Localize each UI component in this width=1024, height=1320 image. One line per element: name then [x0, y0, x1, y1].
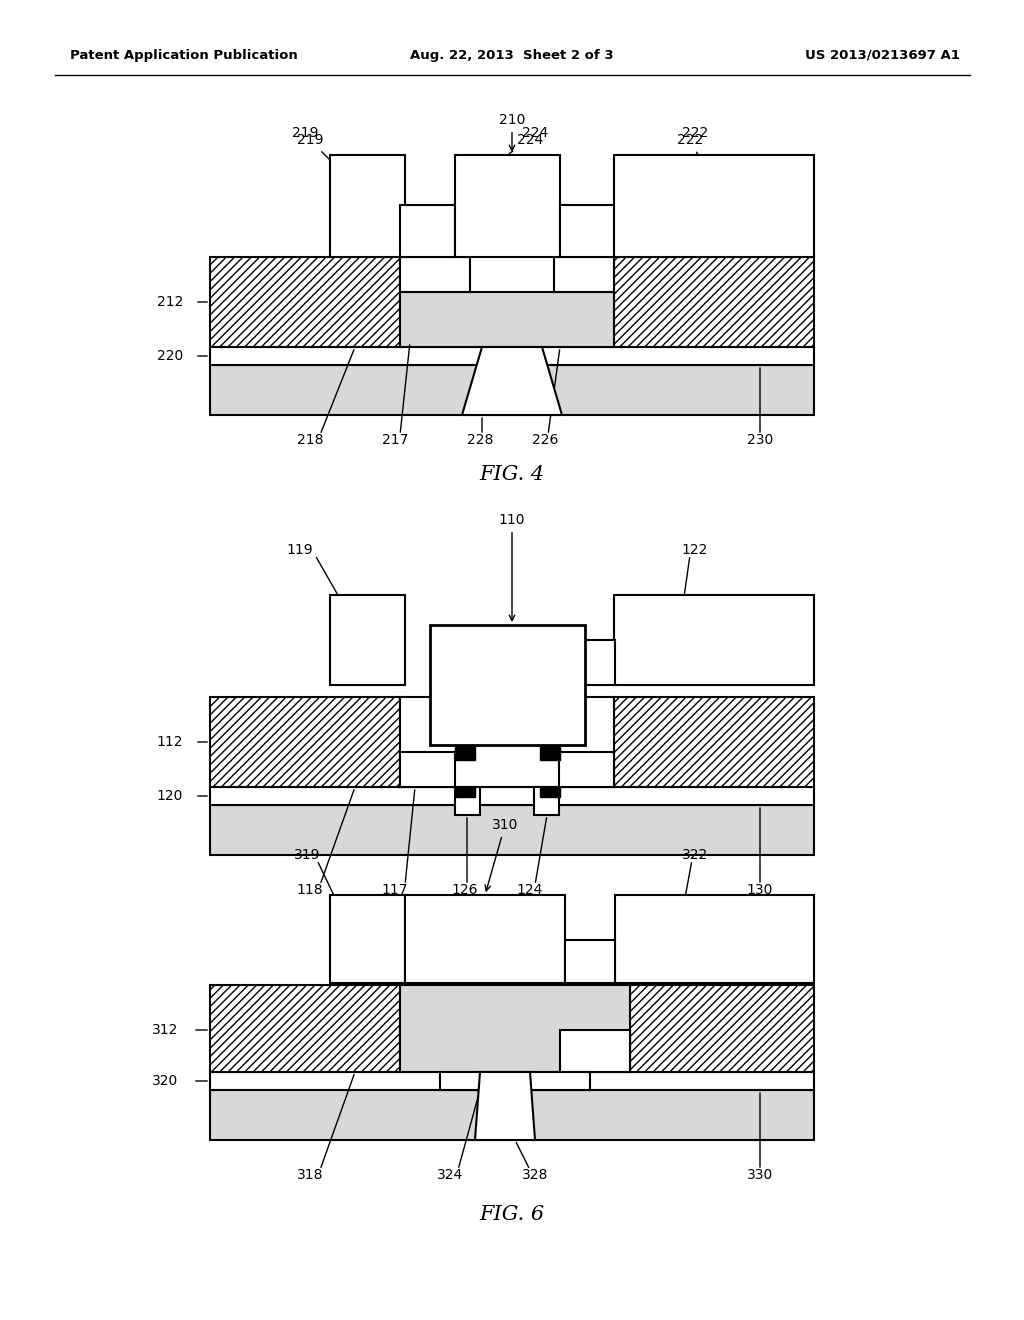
Bar — [210, 347, 814, 366]
Bar — [455, 744, 475, 760]
Bar — [554, 257, 614, 292]
Text: 228: 228 — [467, 433, 494, 447]
Bar — [210, 366, 814, 414]
Text: 324: 324 — [437, 1168, 463, 1181]
Text: 230: 230 — [746, 433, 773, 447]
Bar — [210, 805, 814, 855]
Bar — [330, 895, 406, 983]
Bar — [615, 895, 814, 983]
Bar — [455, 787, 480, 814]
Text: 219: 219 — [292, 125, 318, 140]
Text: 318: 318 — [297, 1168, 324, 1181]
Bar — [540, 744, 560, 760]
Bar — [210, 787, 814, 805]
Text: 224: 224 — [522, 125, 548, 140]
Bar — [559, 752, 614, 787]
Text: 130: 130 — [746, 883, 773, 898]
Bar — [560, 205, 615, 257]
Text: FIG. 4: FIG. 4 — [479, 466, 545, 484]
Bar — [534, 787, 559, 814]
Text: 220: 220 — [157, 348, 183, 363]
Text: 219: 219 — [297, 133, 353, 183]
Text: 312: 312 — [152, 1023, 178, 1038]
Bar — [440, 1072, 590, 1090]
Bar — [330, 595, 406, 685]
Bar — [400, 257, 470, 292]
Bar — [400, 697, 614, 787]
Text: FIG. 5: FIG. 5 — [479, 920, 545, 940]
Bar — [400, 292, 614, 347]
Text: Aug. 22, 2013  Sheet 2 of 3: Aug. 22, 2013 Sheet 2 of 3 — [411, 49, 613, 62]
Bar — [400, 752, 455, 787]
Text: US 2013/0213697 A1: US 2013/0213697 A1 — [805, 49, 961, 62]
Text: 320: 320 — [152, 1074, 178, 1088]
Bar — [560, 640, 615, 685]
Text: 122: 122 — [682, 543, 709, 557]
Bar — [210, 985, 400, 1072]
Polygon shape — [475, 1072, 535, 1140]
Bar — [430, 624, 585, 744]
Bar — [210, 257, 400, 347]
Text: 222: 222 — [682, 125, 709, 140]
Text: 319: 319 — [294, 847, 321, 862]
Bar — [400, 985, 630, 1072]
Text: 322: 322 — [682, 847, 709, 862]
Text: 110: 110 — [499, 513, 525, 620]
Bar — [565, 940, 615, 983]
Text: Patent Application Publication: Patent Application Publication — [70, 49, 298, 62]
Text: 118: 118 — [297, 883, 324, 898]
Text: 124: 124 — [517, 883, 543, 898]
Bar — [400, 205, 455, 257]
Text: 212: 212 — [157, 294, 183, 309]
Bar — [330, 154, 406, 257]
Bar — [455, 787, 475, 797]
Polygon shape — [462, 347, 562, 414]
Text: 126: 126 — [452, 883, 478, 898]
Text: 310: 310 — [485, 818, 518, 891]
Bar — [210, 697, 400, 787]
Bar — [455, 154, 560, 257]
Text: 218: 218 — [297, 433, 324, 447]
Bar — [614, 697, 814, 787]
Text: FIG. 6: FIG. 6 — [479, 1205, 545, 1225]
Text: 119: 119 — [287, 543, 313, 557]
Bar — [540, 787, 560, 797]
Bar — [614, 595, 814, 685]
Text: 330: 330 — [746, 1168, 773, 1181]
Text: 226: 226 — [531, 433, 558, 447]
Text: 117: 117 — [382, 883, 409, 898]
Bar — [560, 1030, 630, 1072]
Text: 120: 120 — [157, 789, 183, 803]
Text: 328: 328 — [522, 1168, 548, 1181]
Bar — [630, 985, 814, 1072]
Bar — [210, 1072, 814, 1090]
Bar — [406, 895, 565, 983]
Text: 112: 112 — [157, 735, 183, 748]
Bar — [614, 154, 814, 257]
Text: 222: 222 — [677, 133, 713, 182]
Text: 217: 217 — [382, 433, 409, 447]
Text: 224: 224 — [509, 133, 543, 153]
Bar — [210, 1090, 814, 1140]
Text: 210: 210 — [499, 114, 525, 150]
Bar — [614, 257, 814, 347]
